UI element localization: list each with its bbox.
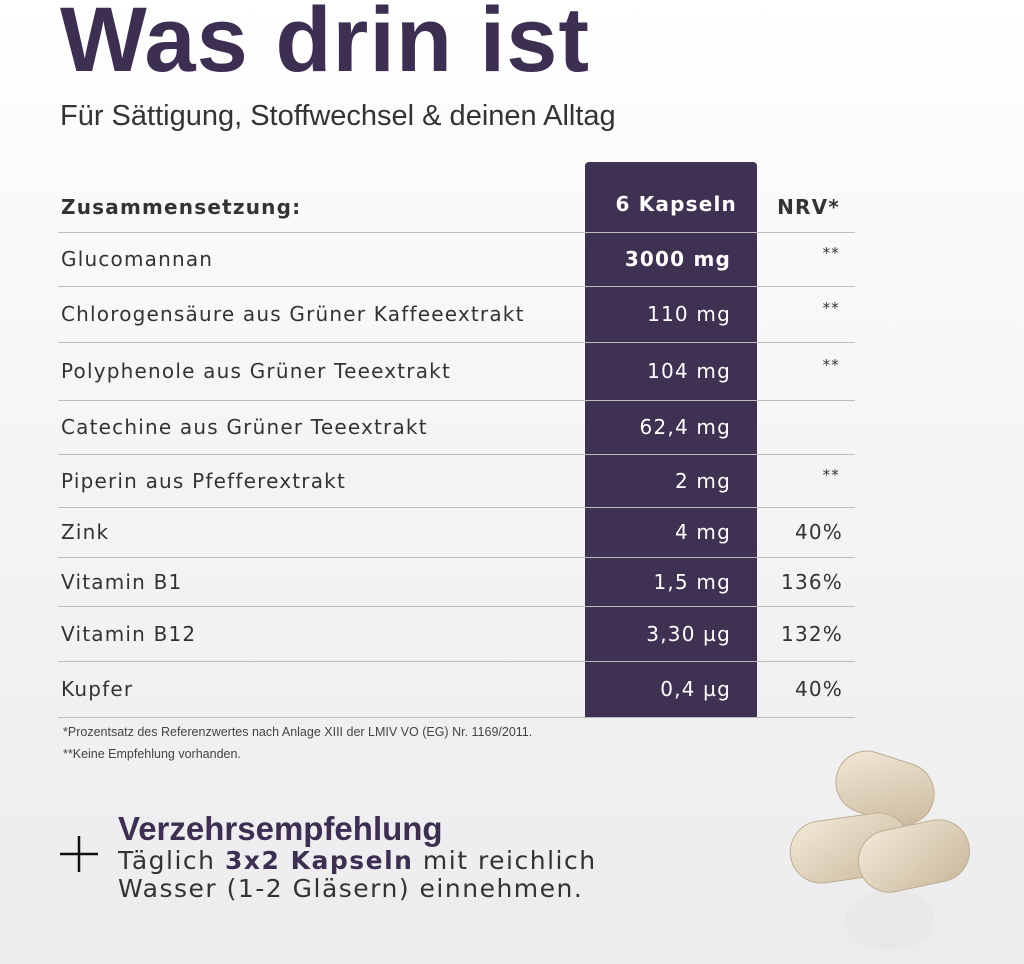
ingredient: Piperin aus Pfefferextrakt bbox=[61, 468, 347, 493]
footnote: **Keine Empfehlung vorhanden. bbox=[63, 747, 241, 761]
nrv: 132% bbox=[781, 621, 843, 646]
recommendation-text: Wasser (1-2 Gläsern) einnehmen. bbox=[118, 874, 584, 903]
highlight-column bbox=[585, 162, 757, 717]
row-divider bbox=[58, 286, 855, 287]
amount: 4 mg bbox=[674, 520, 731, 544]
amount: 3000 mg bbox=[624, 247, 731, 271]
amount: 110 mg bbox=[647, 302, 731, 326]
ingredient: Polyphenole aus Grüner Teeextrakt bbox=[61, 359, 452, 383]
bold-text: 3x2 Kapseln bbox=[224, 846, 414, 875]
footnote: *Prozentsatz des Referenzwertes nach Anl… bbox=[63, 725, 533, 739]
nrv: ** bbox=[822, 465, 840, 484]
text: mit reichlich bbox=[413, 846, 597, 875]
ingredient: Catechine aus Grüner Teeextrakt bbox=[61, 415, 428, 439]
title: Was drin ist bbox=[60, 0, 590, 91]
text: Täglich bbox=[118, 846, 225, 875]
amount: 2 mg bbox=[674, 468, 731, 493]
row-divider bbox=[58, 717, 855, 718]
row-divider bbox=[58, 454, 855, 455]
amount: 1,5 mg bbox=[653, 569, 731, 594]
ingredient: Kupfer bbox=[61, 677, 134, 701]
plus-icon bbox=[60, 836, 98, 872]
amount: 62,4 mg bbox=[639, 415, 731, 439]
ingredient: Vitamin B12 bbox=[61, 621, 197, 646]
recommendation-text: Täglich 3x2 Kapseln mit reichlich bbox=[118, 846, 597, 875]
row-divider bbox=[58, 342, 855, 343]
ingredient: Glucomannan bbox=[61, 247, 214, 271]
row-divider bbox=[58, 606, 855, 607]
recommendation-title: Verzehrsempfehlung bbox=[118, 810, 443, 847]
row-divider bbox=[58, 232, 855, 233]
row-divider bbox=[58, 400, 855, 401]
nrv: ** bbox=[822, 244, 840, 262]
ingredient: Vitamin B1 bbox=[61, 569, 183, 594]
capsules-image bbox=[789, 750, 970, 950]
ingredient: Chlorogensäure aus Grüner Kaffeeextrakt bbox=[61, 302, 525, 326]
ingredient: Zink bbox=[61, 520, 110, 544]
amount: 3,30 µg bbox=[646, 621, 731, 646]
column-header: Zusammensetzung: bbox=[61, 195, 302, 219]
row-divider bbox=[58, 507, 855, 508]
nrv: 40% bbox=[794, 677, 843, 701]
nrv: ** bbox=[822, 356, 840, 374]
nrv: 136% bbox=[781, 569, 843, 594]
column-header: 6 Kapseln bbox=[615, 192, 737, 216]
nrv: 40% bbox=[794, 520, 843, 544]
nrv: ** bbox=[822, 299, 840, 317]
amount: 104 mg bbox=[647, 359, 731, 383]
column-header: NRV* bbox=[777, 195, 840, 219]
row-divider bbox=[58, 557, 855, 558]
subtitle: Für Sättigung, Stoffwechsel & deinen All… bbox=[60, 100, 616, 132]
amount: 0,4 µg bbox=[660, 677, 731, 701]
row-divider bbox=[58, 661, 855, 662]
